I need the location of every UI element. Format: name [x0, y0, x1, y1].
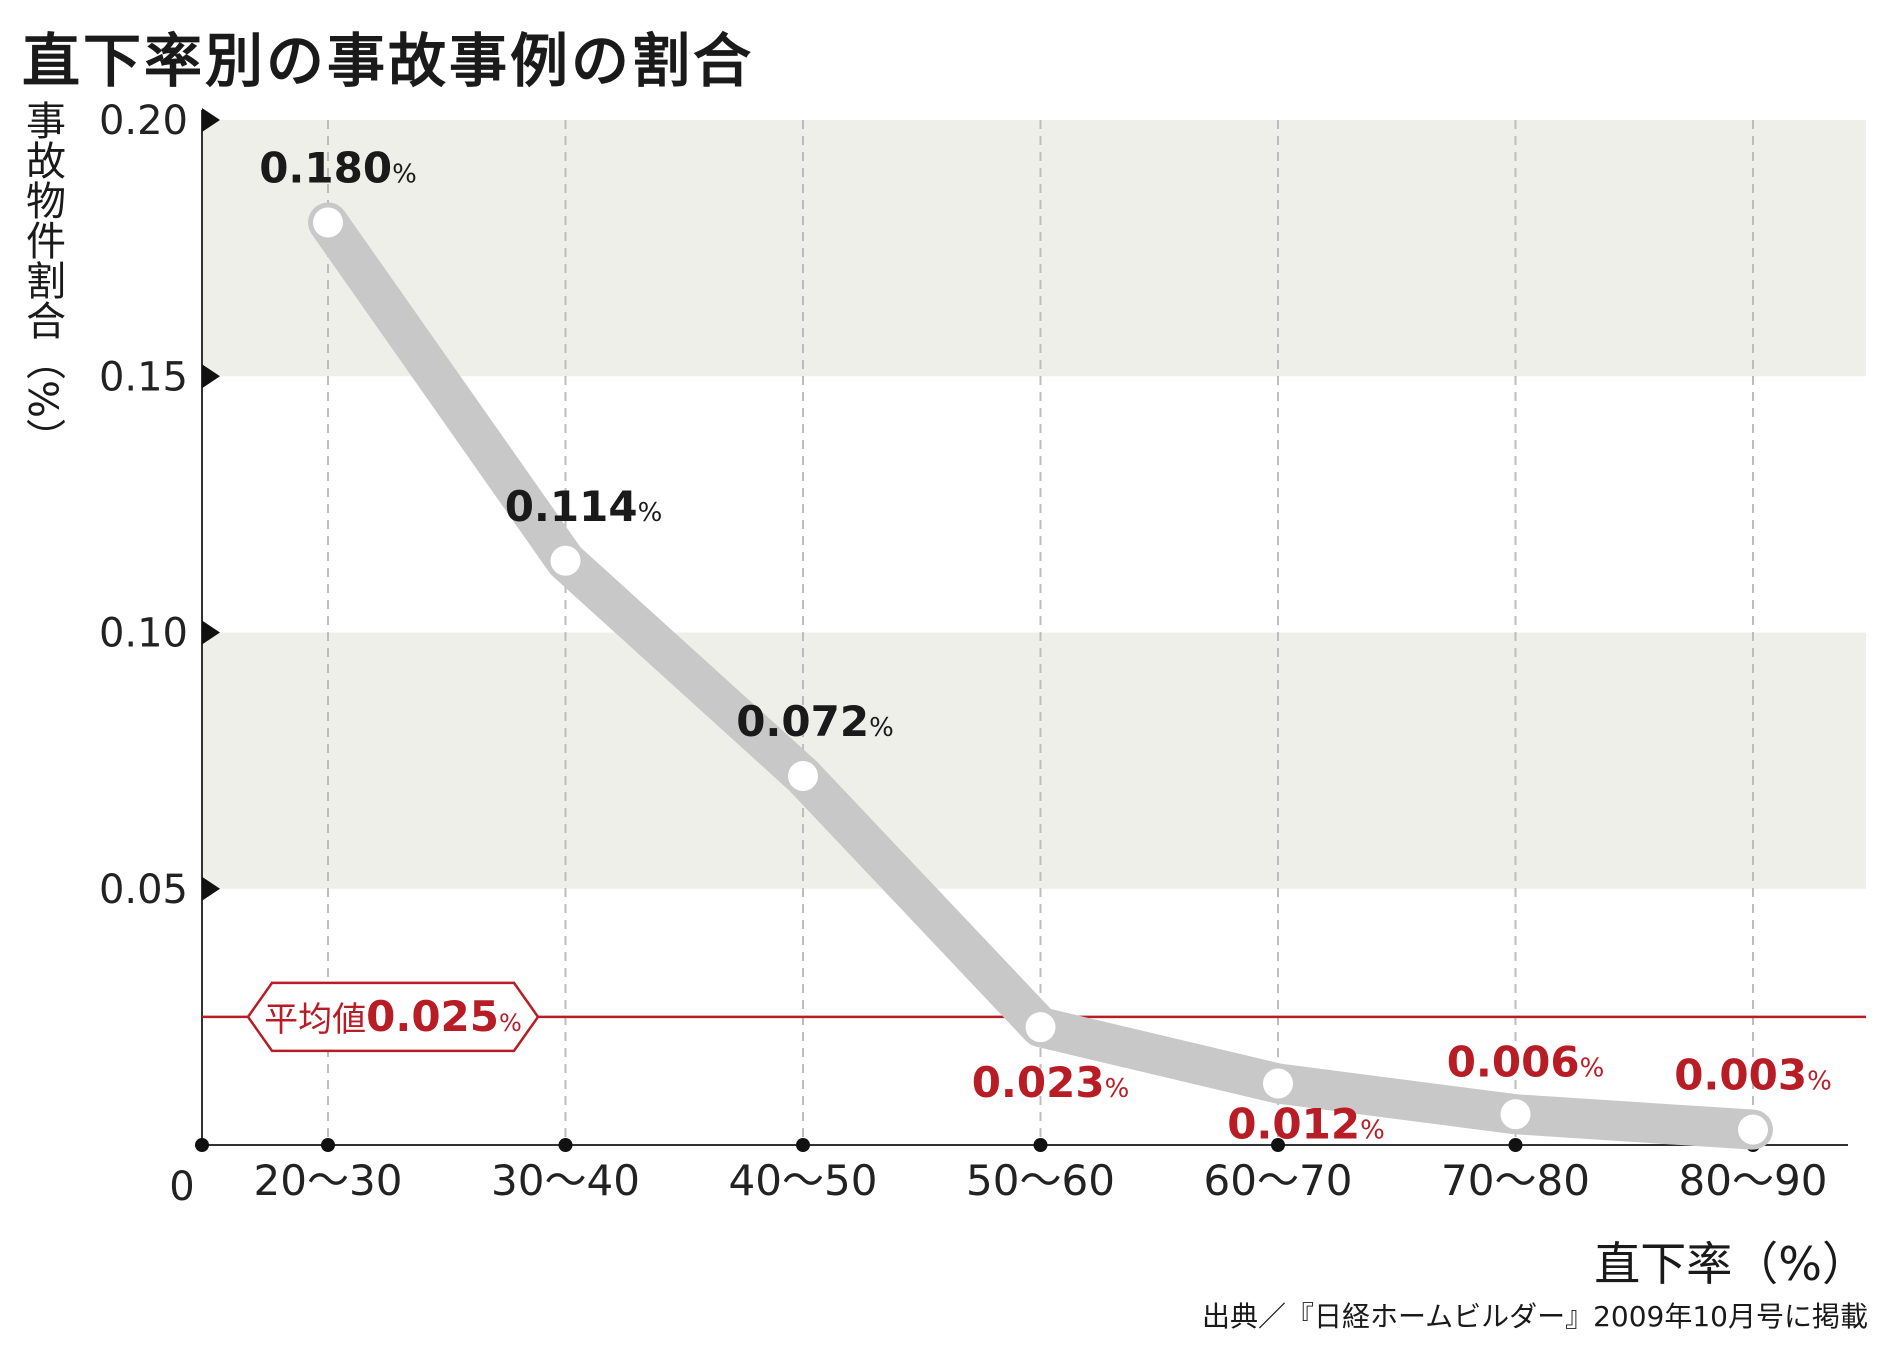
- data-label: 0.023%: [972, 1058, 1130, 1107]
- y-tick-label: 0.20: [99, 98, 188, 144]
- data-label-value: 0.012: [1227, 1100, 1360, 1149]
- data-label-value: 0.023: [972, 1058, 1105, 1107]
- source-note: 出典／『日経ホームビルダー』2009年10月号に掲載: [1201, 1300, 1868, 1333]
- data-label: 0.180%: [259, 144, 417, 193]
- data-label-unit: %: [1807, 1067, 1832, 1097]
- data-label-value: 0.114: [505, 482, 638, 531]
- data-label: 0.012%: [1227, 1100, 1385, 1149]
- x-tick-label: 70〜80: [1441, 1156, 1590, 1205]
- y-tick-marker: [202, 876, 220, 901]
- data-label-unit: %: [1360, 1116, 1385, 1146]
- data-label-value: 0.003: [1674, 1051, 1807, 1100]
- data-label: 0.006%: [1447, 1037, 1605, 1086]
- data-point: [788, 761, 818, 791]
- average-unit: %: [499, 1009, 522, 1037]
- average-label: 平均値0.025%: [264, 992, 522, 1041]
- average-value: 0.025: [366, 992, 499, 1041]
- data-label: 0.003%: [1674, 1051, 1832, 1100]
- x-tick-dot: [1271, 1138, 1285, 1152]
- x-tick-label: 60〜70: [1204, 1156, 1353, 1205]
- y-tick-marker: [202, 364, 220, 389]
- data-label-value: 0.072: [736, 697, 869, 746]
- y-tick-marker: [202, 108, 220, 132]
- average-label-text: 平均値: [264, 1000, 366, 1040]
- y-tick-label: 0.15: [99, 354, 188, 400]
- y-tick-marker: [202, 620, 220, 645]
- x-tick-label: 20〜30: [254, 1156, 403, 1205]
- data-label-unit: %: [1105, 1074, 1130, 1104]
- data-label-value: 0.180: [259, 144, 392, 193]
- data-label: 0.072%: [736, 697, 894, 746]
- x-tick-dot: [558, 1138, 573, 1152]
- data-point: [1025, 1012, 1056, 1043]
- x-tick-dot: [796, 1138, 810, 1152]
- x-tick-label: 50〜60: [966, 1156, 1115, 1205]
- origin-label: 0: [169, 1164, 194, 1210]
- x-tick-dot: [1033, 1138, 1048, 1152]
- x-tick-label: 40〜50: [729, 1156, 878, 1205]
- data-point: [1263, 1068, 1293, 1099]
- data-label-unit: %: [1580, 1053, 1605, 1083]
- y-tick-label: 0.10: [99, 611, 188, 657]
- data-label-unit: %: [392, 160, 417, 190]
- data-point: [1738, 1114, 1768, 1145]
- data-label-value: 0.006: [1447, 1037, 1580, 1086]
- data-label: 0.114%: [505, 482, 663, 531]
- background-band: [202, 120, 1866, 377]
- x-tick-label: 80〜90: [1679, 1156, 1828, 1205]
- x-tick-label: 30〜40: [491, 1156, 640, 1205]
- background-band: [202, 632, 1866, 889]
- x-tick-dot: [1508, 1138, 1523, 1152]
- x-tick-dot: [321, 1138, 335, 1152]
- average-label-box: [246, 981, 540, 1053]
- origin-dot: [195, 1138, 209, 1152]
- data-label-unit: %: [869, 713, 894, 743]
- x-axis-label: 直下率（%）: [1594, 1237, 1868, 1291]
- y-axis-label: 事故物件割合（%）: [19, 100, 65, 459]
- data-label-unit: %: [638, 498, 663, 528]
- chart-title: 直下率別の事故事例の割合: [22, 27, 755, 95]
- data-point: [313, 207, 343, 238]
- data-point: [1500, 1099, 1531, 1130]
- y-tick-label: 0.05: [99, 867, 188, 913]
- data-point: [550, 545, 581, 576]
